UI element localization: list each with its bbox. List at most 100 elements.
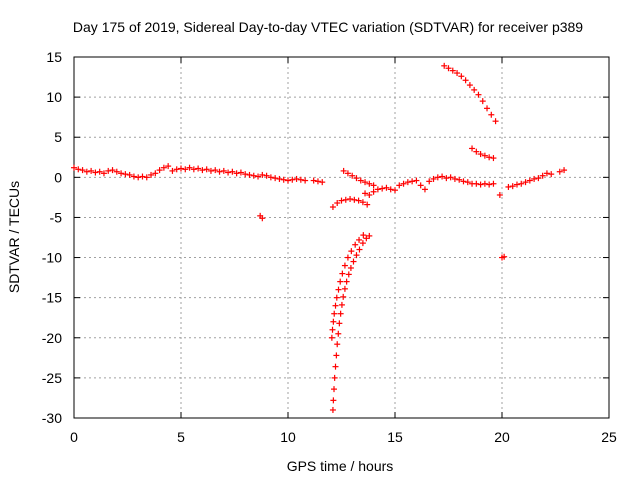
data-point: [342, 196, 349, 203]
data-point: [237, 169, 244, 176]
data-point: [356, 246, 363, 253]
data-point: [337, 310, 344, 317]
data-point: [310, 177, 317, 184]
data-point: [417, 182, 424, 189]
data-point: [454, 70, 461, 77]
data-point: [71, 164, 77, 171]
data-point: [513, 181, 520, 188]
data-point: [338, 197, 345, 204]
data-point: [190, 166, 197, 173]
data-point: [88, 167, 95, 174]
data-point: [122, 171, 129, 178]
data-point: [339, 270, 346, 277]
data-point: [352, 241, 359, 248]
data-point: [490, 180, 497, 187]
data-point: [335, 286, 342, 293]
data-point: [355, 197, 362, 204]
data-point: [178, 165, 184, 172]
data-point: [100, 170, 107, 177]
y-tick-label: -30: [42, 410, 62, 426]
data-point: [484, 105, 491, 112]
data-point: [456, 176, 463, 183]
data-point: [522, 179, 529, 186]
data-point: [347, 264, 354, 271]
data-point: [160, 164, 167, 171]
y-tick-label: -10: [42, 250, 62, 266]
data-point: [195, 165, 202, 172]
x-tick-label: 25: [601, 429, 617, 445]
data-point: [400, 180, 407, 187]
data-point: [280, 176, 287, 183]
data-point: [413, 177, 420, 184]
data-point: [330, 397, 337, 404]
data-point: [285, 177, 291, 184]
data-point: [135, 174, 142, 181]
data-point: [212, 167, 219, 174]
data-point: [348, 248, 355, 255]
data-point: [329, 406, 336, 413]
data-point: [421, 186, 428, 193]
data-point: [505, 183, 512, 190]
data-point: [246, 171, 253, 178]
data-point: [182, 166, 189, 173]
data-point: [370, 188, 377, 195]
data-point: [360, 232, 367, 239]
data-point: [334, 200, 341, 207]
data-point: [518, 180, 525, 187]
data-point: [105, 167, 112, 174]
data-point: [302, 177, 309, 184]
data-point: [490, 155, 497, 162]
data-point: [443, 175, 450, 182]
y-tick-label: -20: [42, 330, 62, 346]
data-point: [113, 168, 120, 175]
data-point: [331, 310, 338, 317]
data-point: [340, 293, 347, 300]
data-point: [332, 363, 339, 370]
data-point: [492, 118, 499, 125]
data-point: [475, 91, 482, 98]
data-point: [460, 178, 467, 185]
data-point: [383, 184, 390, 191]
data-point: [148, 171, 155, 178]
data-point: [426, 178, 433, 185]
data-point: [353, 252, 360, 259]
data-point: [272, 175, 279, 182]
data-point: [152, 170, 159, 177]
data-point: [118, 170, 125, 177]
data-point: [366, 232, 373, 239]
data-point: [357, 177, 364, 184]
data-point: [173, 166, 180, 173]
data-point: [362, 190, 369, 197]
plot-frame: [73, 56, 610, 419]
data-point: [225, 169, 232, 176]
data-point: [220, 167, 227, 174]
x-tick-label: 5: [177, 429, 185, 445]
x-tick-label: 0: [70, 429, 78, 445]
data-point: [331, 386, 338, 393]
data-point: [396, 182, 403, 189]
grid: [74, 57, 609, 418]
data-point: [109, 167, 116, 174]
data-point: [335, 330, 342, 337]
data-point: [169, 167, 176, 174]
data-point: [343, 278, 350, 285]
y-tick-label: 10: [46, 89, 62, 105]
data-point: [229, 168, 236, 175]
data-point: [535, 175, 542, 182]
data-point: [344, 254, 351, 261]
data-points: [71, 62, 568, 413]
data-point: [430, 175, 437, 182]
data-point: [255, 173, 262, 180]
data-point: [126, 171, 133, 178]
data-point: [362, 179, 369, 186]
y-tick-label: -15: [42, 290, 62, 306]
data-point: [330, 318, 337, 325]
data-point: [331, 374, 338, 381]
data-point: [439, 173, 446, 180]
data-point: [259, 215, 266, 222]
data-point: [543, 170, 550, 177]
data-point: [488, 111, 495, 118]
data-point: [464, 179, 471, 186]
y-tick-label: -5: [50, 209, 63, 225]
